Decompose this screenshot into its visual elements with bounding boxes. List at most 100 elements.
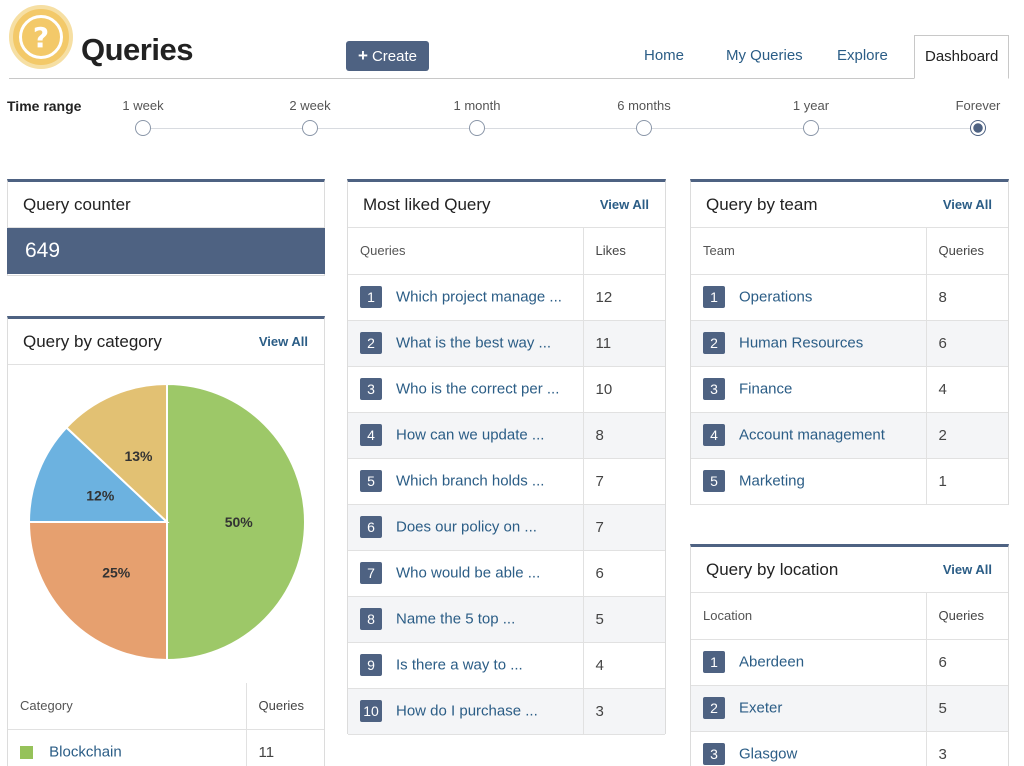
- row-link[interactable]: Marketing: [739, 472, 805, 490]
- time-range-option-6-months[interactable]: 6 months: [594, 98, 694, 136]
- column-header-location: Location: [691, 593, 926, 640]
- time-range-option-1-year[interactable]: 1 year: [761, 98, 861, 136]
- liked-query-row[interactable]: 4 How can we update ... 8: [348, 412, 665, 459]
- time-range-option-forever[interactable]: Forever: [928, 98, 1024, 136]
- row-link[interactable]: Name the 5 top ...: [396, 610, 516, 628]
- team-table: Team Queries 1 Operations 8 2 Human Resource…: [691, 228, 1008, 505]
- view-all-link[interactable]: View All: [942, 197, 992, 212]
- row-link[interactable]: How do I purchase ...: [396, 702, 538, 720]
- panel-title: Query by team: [706, 194, 818, 214]
- view-all-link[interactable]: View All: [258, 334, 308, 349]
- row-link[interactable]: Does our policy on ...: [396, 518, 537, 536]
- row-link[interactable]: Who would be able ...: [396, 564, 541, 582]
- time-range-option-2-week[interactable]: 2 week: [260, 98, 360, 136]
- team-row[interactable]: 3 Finance 4: [691, 366, 1008, 413]
- row-link[interactable]: Who is the correct per ...: [396, 380, 560, 398]
- row-link[interactable]: How can we update ...: [396, 426, 545, 444]
- rank-badge: 3: [703, 378, 725, 400]
- radio-dot[interactable]: [302, 120, 318, 136]
- category-table: Category Queries Blockchain 11: [8, 683, 324, 766]
- row-label-cell: 2 Exeter: [691, 685, 926, 732]
- table-row[interactable]: Blockchain 11: [8, 729, 324, 766]
- rank-badge: 2: [703, 697, 725, 719]
- rank-badge: 3: [360, 378, 382, 400]
- team-row[interactable]: 1 Operations 8: [691, 274, 1008, 321]
- liked-query-row[interactable]: 3 Who is the correct per ... 10: [348, 366, 665, 413]
- query-by-location-panel: Query by location View All Location Quer…: [690, 544, 1009, 766]
- row-count: 6: [582, 550, 665, 597]
- liked-query-row[interactable]: 5 Which branch holds ... 7: [348, 458, 665, 505]
- tab-dashboard[interactable]: Dashboard: [914, 35, 1010, 79]
- category-cell: Blockchain: [8, 729, 246, 766]
- radio-dot[interactable]: [135, 120, 151, 136]
- row-count: 7: [582, 504, 665, 551]
- query-counter-panel: Query counter 649: [7, 179, 325, 276]
- row-link[interactable]: What is the best way ...: [396, 334, 552, 352]
- radio-dot-selected[interactable]: [970, 120, 986, 136]
- liked-query-row[interactable]: 1 Which project manage ... 12: [348, 274, 665, 321]
- liked-query-row[interactable]: 8 Name the 5 top ... 5: [348, 596, 665, 643]
- create-button[interactable]: + Create: [346, 41, 429, 71]
- row-link[interactable]: Which branch holds ...: [396, 472, 545, 490]
- tab-home[interactable]: Home: [644, 47, 685, 64]
- time-range-option-1-month[interactable]: 1 month: [427, 98, 527, 136]
- time-range-option-1-week[interactable]: 1 week: [93, 98, 193, 136]
- row-count: 5: [582, 596, 665, 643]
- location-row[interactable]: 3 Glasgow 3: [691, 731, 1008, 766]
- pie-slice[interactable]: [166, 382, 306, 662]
- column-header-queries: Queries: [925, 593, 1008, 640]
- time-range-option-label: 2 week: [289, 98, 331, 113]
- row-link[interactable]: Exeter: [739, 699, 783, 717]
- location-row[interactable]: 2 Exeter 5: [691, 685, 1008, 732]
- row-link[interactable]: Is there a way to ...: [396, 656, 523, 674]
- column-header-queries: Queries: [348, 228, 583, 275]
- row-link[interactable]: Human Resources: [739, 334, 864, 352]
- view-all-link[interactable]: View All: [599, 197, 649, 212]
- liked-query-row[interactable]: 2 What is the best way ... 11: [348, 320, 665, 367]
- liked-query-row[interactable]: 10 How do I purchase ... 3: [348, 688, 665, 735]
- row-count: 12: [582, 274, 665, 321]
- pie-slice[interactable]: [27, 426, 170, 523]
- row-link[interactable]: Aberdeen: [739, 653, 805, 671]
- row-link[interactable]: Operations: [739, 288, 813, 306]
- rank-badge: 9: [360, 654, 382, 676]
- view-all-link[interactable]: View All: [942, 562, 992, 577]
- row-label-cell: 9 Is there a way to ...: [348, 642, 583, 689]
- liked-query-row[interactable]: 7 Who would be able ... 6: [348, 550, 665, 597]
- row-link[interactable]: Account management: [739, 426, 885, 444]
- rank-badge: 3: [703, 743, 725, 765]
- team-row[interactable]: 2 Human Resources 6: [691, 320, 1008, 367]
- row-link[interactable]: Finance: [739, 380, 793, 398]
- row-count: 1: [925, 458, 1008, 505]
- category-count: 11: [245, 729, 324, 766]
- pie-slice[interactable]: [27, 521, 168, 662]
- tab-explore[interactable]: Explore: [837, 47, 888, 64]
- pie-slice-label: 12%: [86, 488, 115, 504]
- rank-badge: 1: [360, 286, 382, 308]
- liked-query-row[interactable]: 6 Does our policy on ... 7: [348, 504, 665, 551]
- row-label-cell: 1 Operations: [691, 274, 926, 321]
- rank-badge: 1: [703, 286, 725, 308]
- liked-query-row[interactable]: 9 Is there a way to ... 4: [348, 642, 665, 689]
- radio-dot[interactable]: [469, 120, 485, 136]
- team-row[interactable]: 4 Account management 2: [691, 412, 1008, 459]
- row-link[interactable]: Which project manage ...: [396, 288, 562, 306]
- tab-my-queries[interactable]: My Queries: [726, 47, 803, 64]
- pie-slice[interactable]: [64, 382, 168, 525]
- most-liked-table: Queries Likes 1 Which project manage ... 1…: [348, 228, 665, 735]
- row-label-cell: 3 Finance: [691, 366, 926, 413]
- location-row[interactable]: 1 Aberdeen 6: [691, 639, 1008, 686]
- pie-slice-label: 13%: [124, 448, 153, 464]
- rank-badge: 5: [703, 470, 725, 492]
- time-range-label: Time range: [7, 98, 82, 114]
- radio-dot[interactable]: [636, 120, 652, 136]
- row-label-cell: 7 Who would be able ...: [348, 550, 583, 597]
- team-row[interactable]: 5 Marketing 1: [691, 458, 1008, 505]
- row-link[interactable]: Glasgow: [739, 745, 798, 763]
- category-pie-chart: 50% 25% 12% 13%: [8, 365, 324, 683]
- rank-badge: 7: [360, 562, 382, 584]
- radio-dot[interactable]: [803, 120, 819, 136]
- row-label-cell: 4 Account management: [691, 412, 926, 459]
- category-name[interactable]: Blockchain: [49, 743, 122, 761]
- rank-badge: 8: [360, 608, 382, 630]
